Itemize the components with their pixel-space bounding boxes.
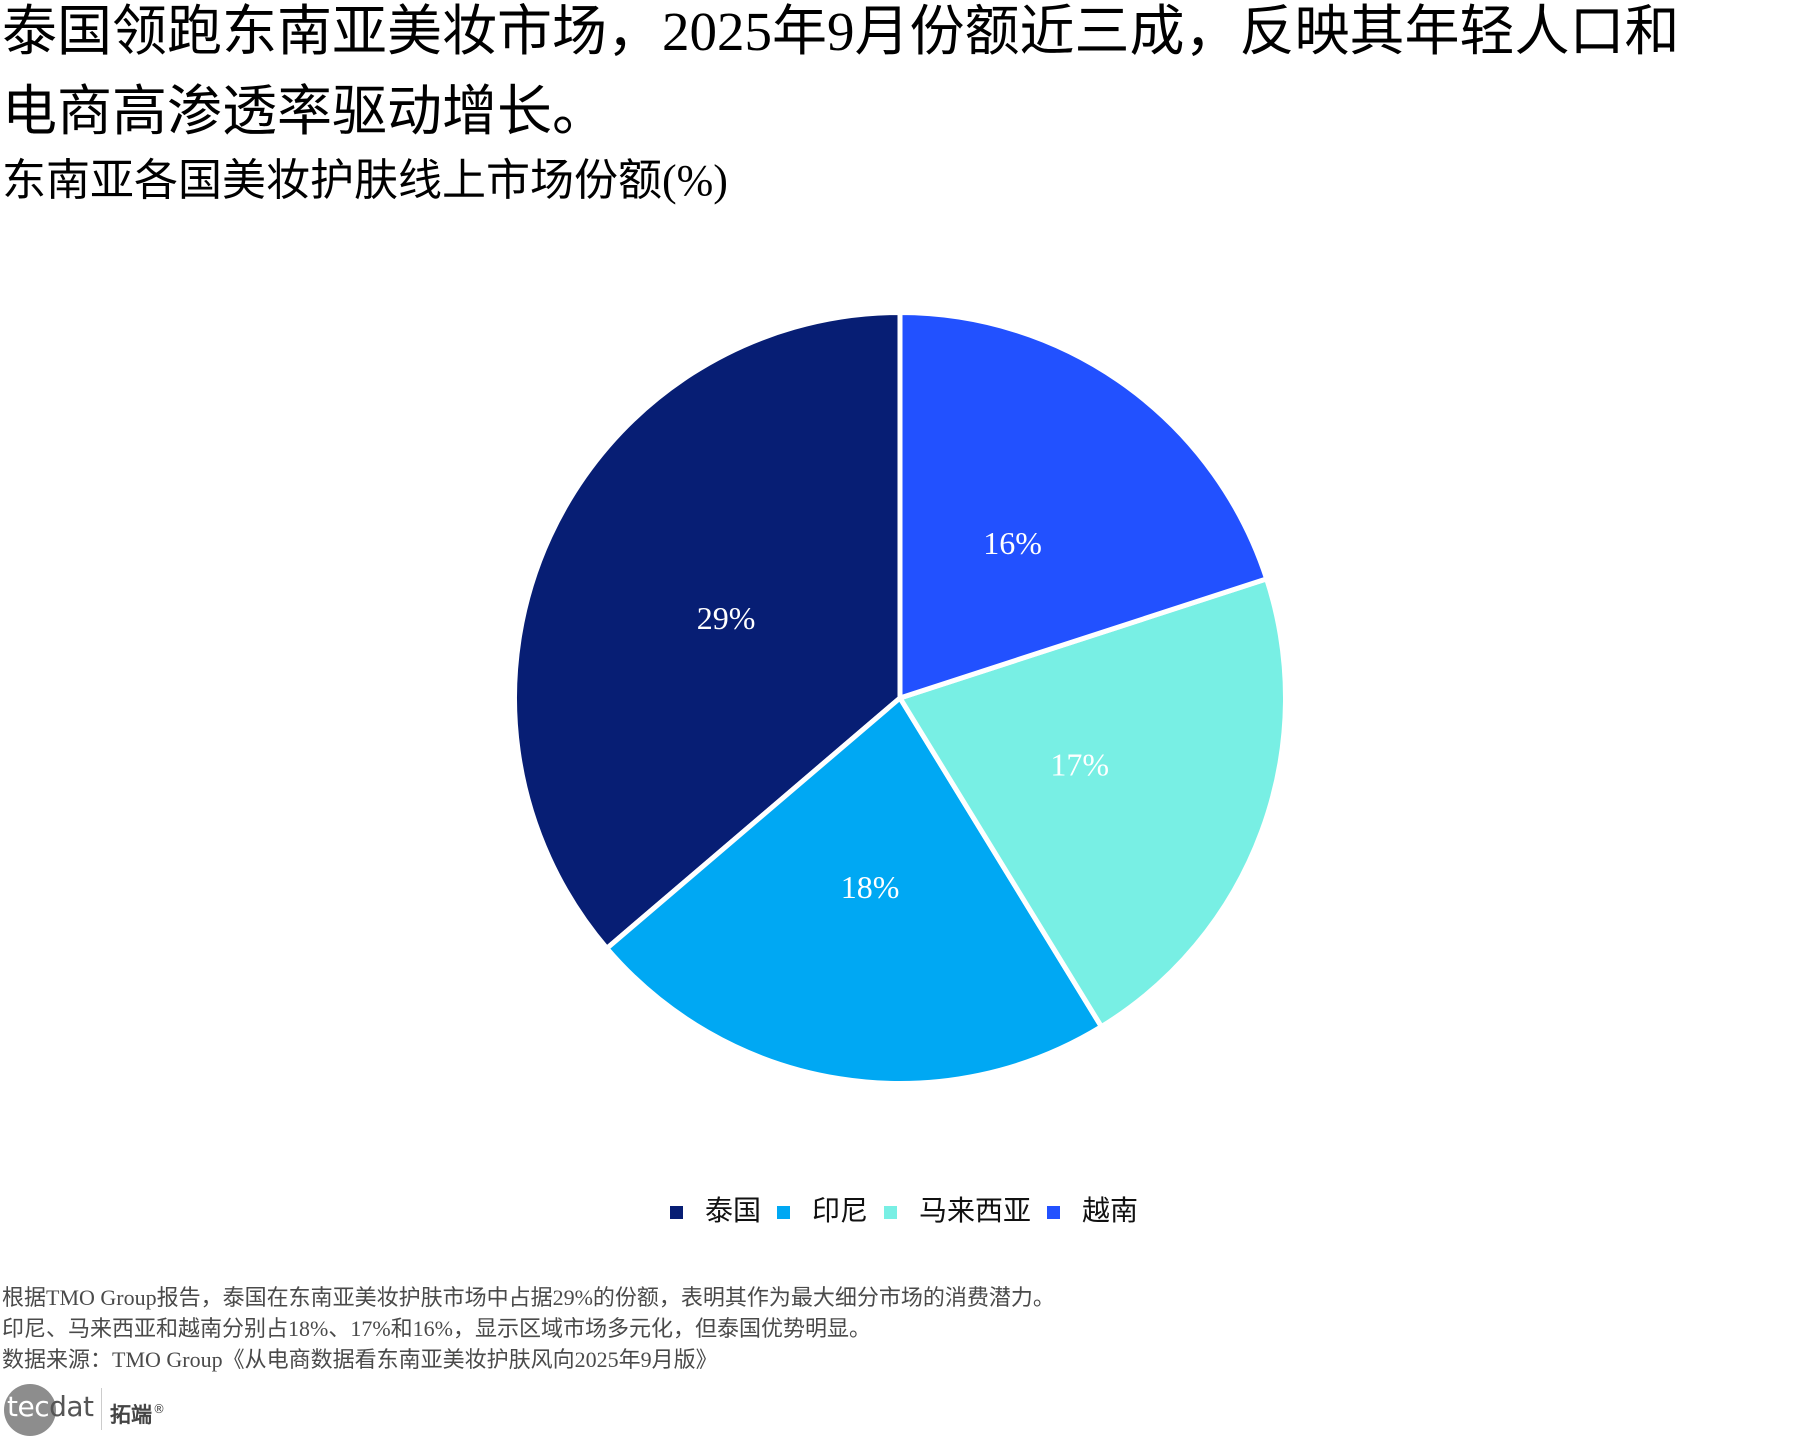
logo-wordmark: tecdat xyxy=(7,1389,94,1425)
pie-label-thailand: 29% xyxy=(697,600,756,636)
legend-label: 泰国 xyxy=(705,1196,762,1227)
pie-label-vietnam: 16% xyxy=(983,525,1042,561)
legend-item-thailand: 泰国 xyxy=(670,1195,761,1229)
footnote-line: 印尼、马来西亚和越南分别占18%、17%和16%，显示区域市场多元化，但泰国优势… xyxy=(2,1316,871,1341)
footnote-line: 根据TMO Group报告，泰国在东南亚美妆护肤市场中占据29%的份额，表明其作… xyxy=(2,1285,1055,1310)
chart-footnotes: 根据TMO Group报告，泰国在东南亚美妆护肤市场中占据29%的份额，表明其作… xyxy=(2,1282,1055,1375)
legend-item-vietnam: 越南 xyxy=(1047,1195,1138,1229)
brand-logo: tecdat 拓端® xyxy=(0,1380,200,1440)
legend-label: 印尼 xyxy=(812,1196,869,1227)
logo-wordmark-light: tec xyxy=(7,1390,50,1423)
logo-wordmark-dark: dat xyxy=(49,1390,94,1423)
legend-swatch-icon xyxy=(884,1205,898,1219)
chart-subtitle: 东南亚各国美妆护肤线上市场份额(%) xyxy=(2,156,728,205)
chart-legend: 泰国 印尼 马来西亚 越南 xyxy=(670,1195,1154,1229)
pie-wedge-vietnam xyxy=(897,310,1270,701)
pie-wedge-thailand xyxy=(512,310,903,951)
chart-headline: 泰国领跑东南亚美妆市场，2025年9月份额近三成，反映其年轻人口和电商高渗透率驱… xyxy=(2,1,1680,142)
data-source-note: 数据来源：TMO Group《从电商数据看东南亚美妆护肤风向2025年9月版》 xyxy=(2,1347,718,1372)
legend-label: 越南 xyxy=(1082,1196,1139,1227)
legend-swatch-icon xyxy=(777,1205,791,1219)
legend-swatch-icon xyxy=(670,1205,683,1219)
legend-item-indonesia: 印尼 xyxy=(777,1195,868,1229)
registered-mark-icon: ® xyxy=(153,1402,165,1416)
logo-chinese-name: 拓端® xyxy=(110,1394,165,1430)
logo-divider xyxy=(101,1388,102,1430)
logo-cn-text: 拓端 xyxy=(110,1403,152,1427)
legend-swatch-icon xyxy=(1047,1205,1061,1219)
logo-circle-icon xyxy=(4,1384,56,1436)
pie-labels: 29% 18% 17% 16% xyxy=(697,525,1109,905)
legend-item-malaysia: 马来西亚 xyxy=(884,1195,1031,1229)
pie-label-indonesia: 18% xyxy=(841,869,900,905)
pie-wedges xyxy=(512,310,1288,1086)
pie-wedge-malaysia xyxy=(897,576,1288,1030)
pie-label-malaysia: 17% xyxy=(1050,746,1109,782)
legend-label: 马来西亚 xyxy=(919,1196,1032,1227)
pie-wedge-indonesia xyxy=(604,695,1104,1086)
